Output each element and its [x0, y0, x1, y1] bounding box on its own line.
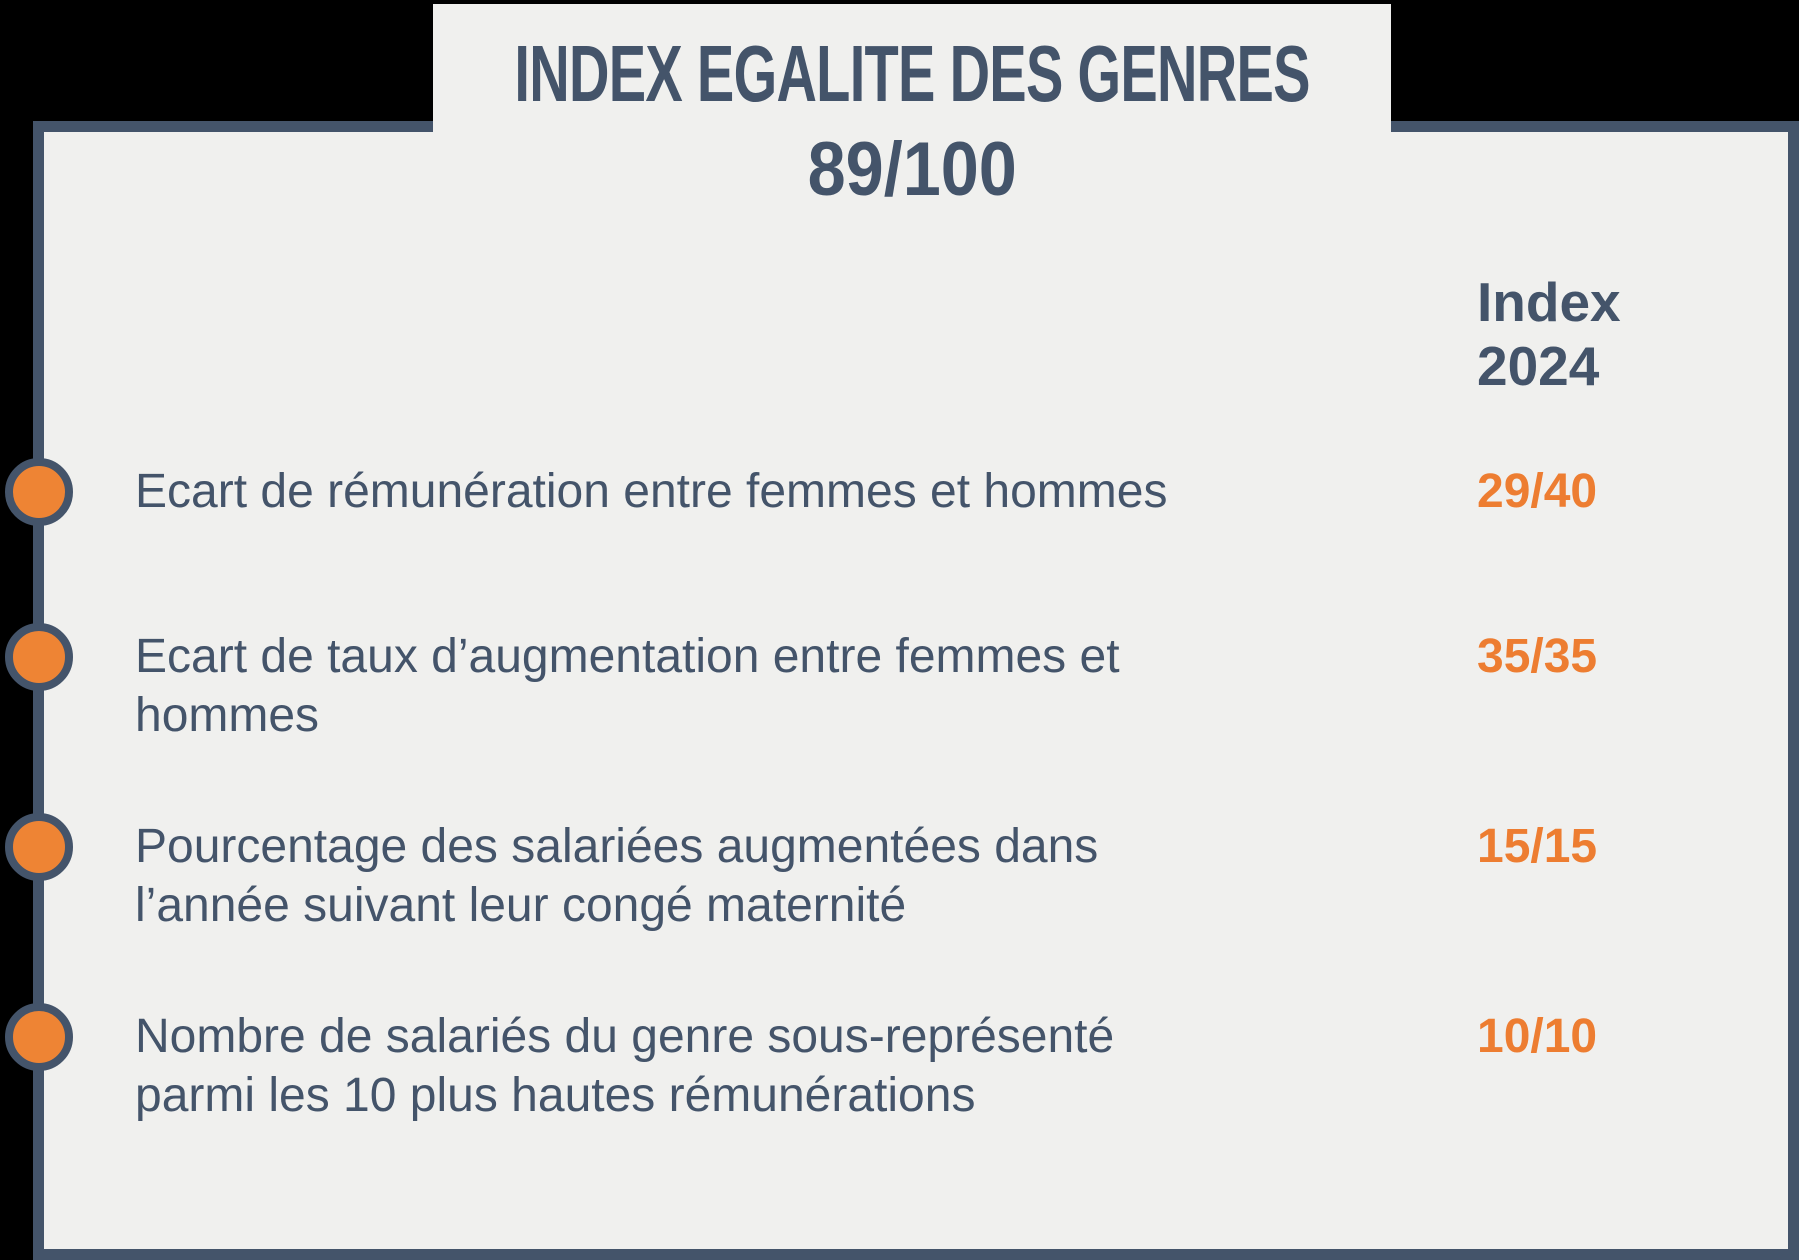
criteria-score: 10/10: [1477, 1010, 1598, 1063]
criteria-label: Nombre de salariés du genre sous-représe…: [135, 1010, 1115, 1122]
column-header-line2: 2024: [1477, 335, 1600, 397]
column-header-index-2024: Index 2024: [1477, 270, 1621, 398]
criteria-label: Ecart de rémunération entre femmes et ho…: [135, 465, 1168, 518]
criteria-label: Pourcentage des salariées augmentées dan…: [135, 820, 1099, 932]
criteria-score: 15/15: [1477, 820, 1598, 873]
criteria-score: 35/35: [1477, 630, 1598, 683]
bullet-circle-icon: [5, 1003, 73, 1071]
column-header-line1: Index: [1477, 271, 1621, 333]
title-banner: INDEX EGALITE DES GENRES: [433, 4, 1391, 133]
overall-score: 89/100: [433, 132, 1391, 208]
index-card: [33, 121, 1799, 1260]
criteria-score: 29/40: [1477, 465, 1598, 518]
criteria-label: Ecart de taux d’augmentation entre femme…: [135, 630, 1120, 742]
bullet-circle-icon: [5, 623, 73, 691]
bullet-circle-icon: [5, 813, 73, 881]
bullet-circle-icon: [5, 458, 73, 526]
page-title: INDEX EGALITE DES GENRES: [514, 28, 1310, 118]
overall-score-value: 89/100: [807, 127, 1017, 212]
